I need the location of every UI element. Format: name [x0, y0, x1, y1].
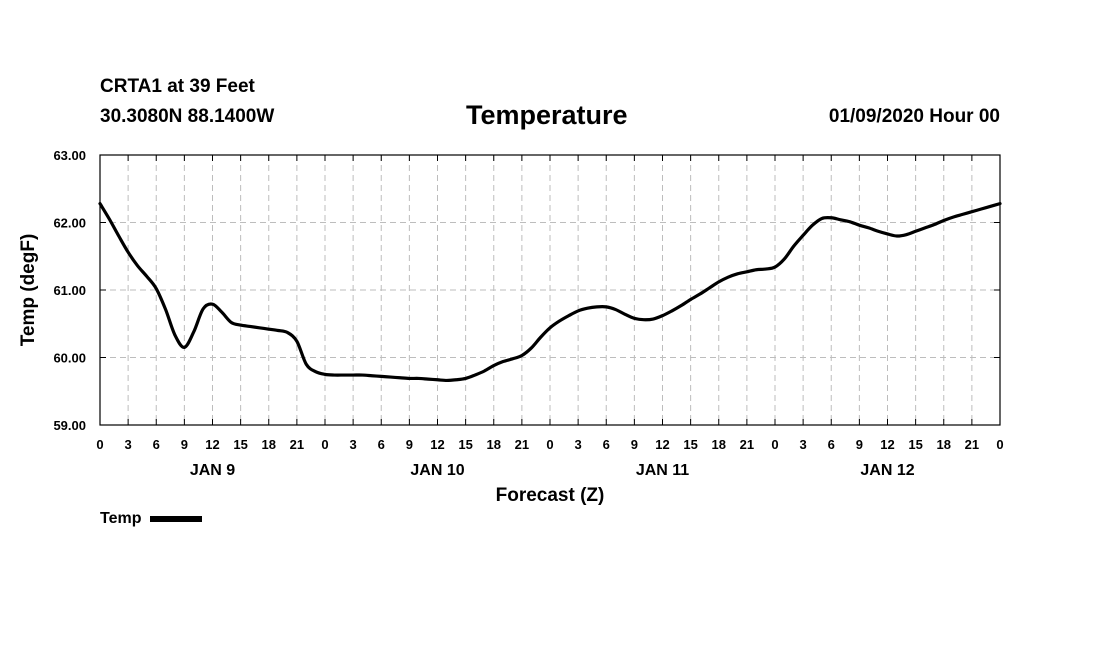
x-tick-label: 3 — [125, 437, 132, 452]
x-tick-label: 9 — [856, 437, 863, 452]
legend-label: Temp — [100, 510, 142, 527]
grid-lines — [100, 155, 1000, 425]
day-labels: JAN 9 JAN 10 JAN 11 JAN 12 — [190, 462, 915, 479]
axis-ticks — [99, 154, 1001, 426]
y-tick-label: 63.00 — [53, 148, 86, 163]
day-label: JAN 12 — [860, 462, 914, 479]
x-tick-label: 0 — [771, 437, 778, 452]
station-name: CRTA1 at 39 Feet — [100, 76, 255, 97]
y-tick-label: 61.00 — [53, 283, 86, 298]
x-tick-label: 12 — [430, 437, 444, 452]
x-tick-label: 0 — [546, 437, 553, 452]
x-tick-label: 3 — [575, 437, 582, 452]
x-tick-label: 15 — [233, 437, 247, 452]
legend-swatch — [150, 516, 203, 522]
forecast-date: 01/09/2020 Hour 00 — [828, 106, 1000, 127]
y-tick-labels: 59.00 60.00 61.00 62.00 63.00 — [53, 148, 86, 433]
x-tick-label: 3 — [350, 437, 357, 452]
x-tick-label: 0 — [996, 437, 1003, 452]
x-tick-label: 12 — [205, 437, 219, 452]
x-tick-label: 12 — [880, 437, 894, 452]
x-tick-labels: 0 3 6 9 12 15 18 21 0 3 6 9 12 15 18 21 0 3 6 9 12 15 18 21 0 3 6 9… — [96, 437, 1003, 452]
day-label: JAN 10 — [410, 462, 464, 479]
x-tick-label: 18 — [712, 437, 726, 452]
temp-series-line — [98, 202, 1002, 383]
x-tick-label: 6 — [378, 437, 385, 452]
x-tick-label: 6 — [828, 437, 835, 452]
station-coordinates: 30.3080N 88.1400W — [100, 106, 275, 127]
x-tick-label: 18 — [262, 437, 276, 452]
x-tick-label: 6 — [153, 437, 160, 452]
x-tick-label: 15 — [458, 437, 472, 452]
y-tick-label: 62.00 — [53, 216, 86, 231]
x-tick-label: 21 — [740, 437, 754, 452]
x-tick-label: 9 — [406, 437, 413, 452]
day-label: JAN 11 — [636, 462, 689, 479]
x-tick-label: 18 — [937, 437, 951, 452]
x-tick-label: 21 — [965, 437, 979, 452]
x-tick-label: 15 — [908, 437, 922, 452]
x-tick-label: 0 — [321, 437, 328, 452]
x-tick-label: 21 — [515, 437, 529, 452]
legend: Temp — [100, 510, 203, 528]
y-axis-title: Temp (degF) — [18, 234, 39, 347]
x-tick-label: 9 — [631, 437, 638, 452]
day-label: JAN 9 — [190, 462, 235, 479]
x-tick-label: 3 — [800, 437, 807, 452]
x-tick-label: 21 — [290, 437, 304, 452]
x-tick-label: 12 — [655, 437, 669, 452]
x-tick-label: 6 — [603, 437, 610, 452]
plot-frame — [99, 154, 1001, 426]
x-tick-label: 9 — [181, 437, 188, 452]
x-axis-title: Forecast (Z) — [496, 485, 605, 506]
chart-title: Temperature — [466, 100, 628, 130]
y-tick-label: 59.00 — [53, 418, 86, 433]
y-tick-label: 60.00 — [53, 351, 86, 366]
x-tick-label: 0 — [96, 437, 103, 452]
x-tick-label: 18 — [487, 437, 501, 452]
x-tick-label: 15 — [683, 437, 697, 452]
